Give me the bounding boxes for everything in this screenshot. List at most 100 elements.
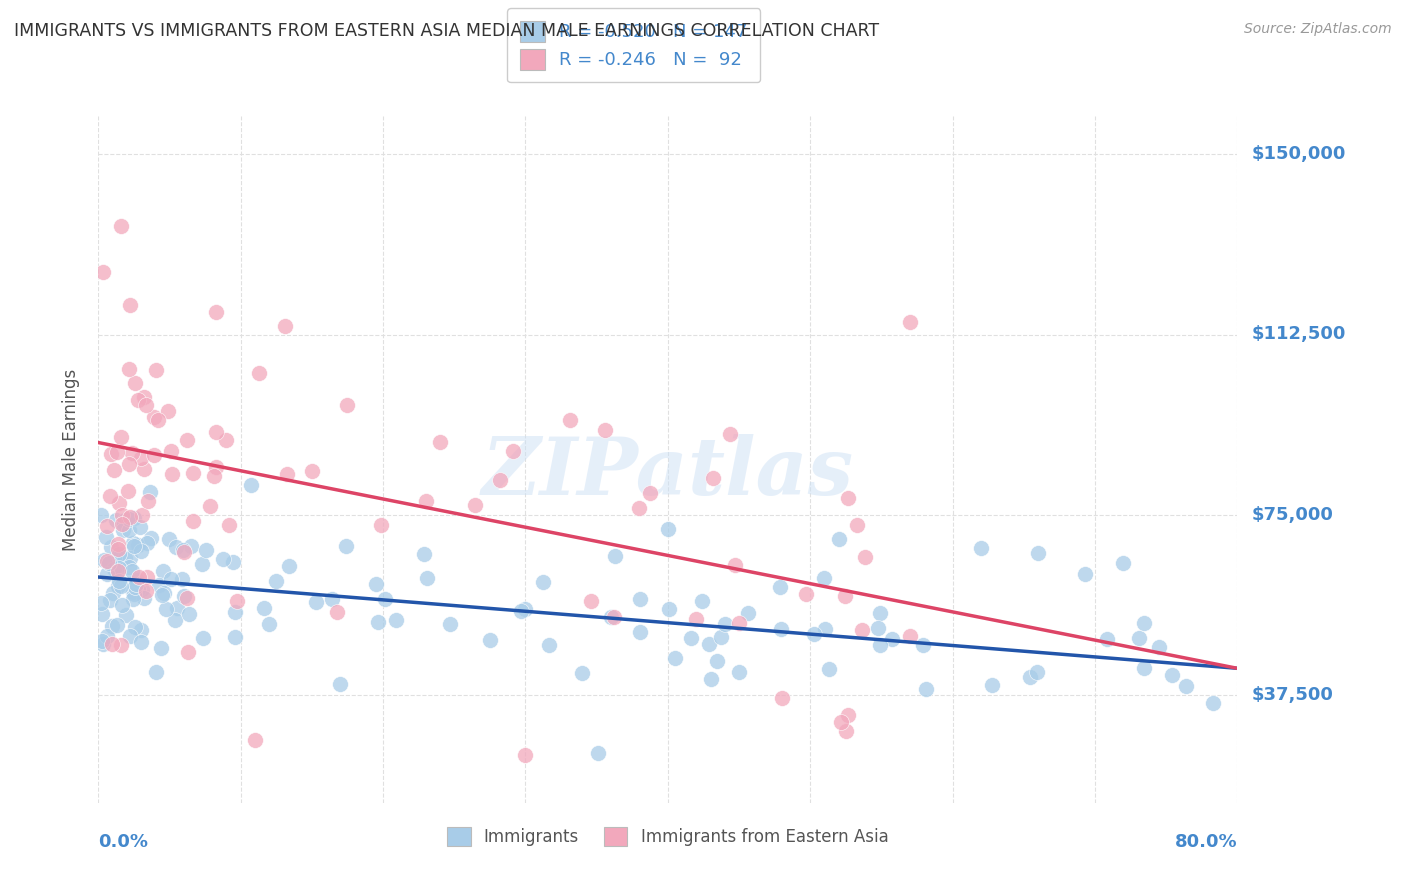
Point xyxy=(1074,566,1097,581)
Point xyxy=(129,451,152,466)
Point xyxy=(1161,668,1184,682)
Point xyxy=(1095,632,1118,646)
Point xyxy=(91,637,114,651)
Point xyxy=(828,532,851,546)
Point xyxy=(176,434,198,448)
Point xyxy=(439,617,461,632)
Point xyxy=(121,564,143,578)
Point xyxy=(180,539,202,553)
Point xyxy=(110,429,132,443)
Point xyxy=(325,605,347,619)
Point xyxy=(132,591,155,605)
Point xyxy=(125,573,148,587)
Point xyxy=(581,594,603,608)
Point xyxy=(531,574,554,589)
Point xyxy=(415,493,437,508)
Point xyxy=(96,530,118,544)
Point xyxy=(142,410,165,425)
Point xyxy=(103,562,125,576)
Point xyxy=(100,540,122,554)
Point xyxy=(204,460,226,475)
Point xyxy=(770,622,793,636)
Point xyxy=(124,587,146,601)
Point xyxy=(224,630,246,644)
Point xyxy=(593,423,616,437)
Point xyxy=(98,593,121,607)
Point xyxy=(166,600,188,615)
Point xyxy=(152,564,174,578)
Point xyxy=(105,618,128,632)
Point xyxy=(489,473,512,487)
Point xyxy=(108,549,131,564)
Point xyxy=(1132,616,1154,631)
Point xyxy=(898,316,921,330)
Point xyxy=(157,404,180,418)
Point xyxy=(100,447,122,461)
Point xyxy=(204,425,226,439)
Legend: Immigrants, Immigrants from Eastern Asia: Immigrants, Immigrants from Eastern Asia xyxy=(440,821,896,853)
Point xyxy=(153,586,176,600)
Point xyxy=(121,585,143,599)
Point xyxy=(794,587,817,601)
Point xyxy=(122,539,145,553)
Point xyxy=(121,536,143,550)
Point xyxy=(813,571,835,585)
Point xyxy=(117,483,139,498)
Point xyxy=(336,398,359,412)
Point xyxy=(139,531,162,545)
Point xyxy=(915,682,938,697)
Point xyxy=(429,435,451,450)
Point xyxy=(770,690,793,705)
Point xyxy=(724,558,747,573)
Point xyxy=(122,511,145,525)
Point xyxy=(170,572,193,586)
Point xyxy=(96,554,118,568)
Point xyxy=(685,611,707,625)
Point xyxy=(159,443,181,458)
Point xyxy=(118,551,141,566)
Point xyxy=(121,446,143,460)
Point xyxy=(200,500,222,514)
Point xyxy=(176,591,198,606)
Point xyxy=(90,508,112,522)
Point xyxy=(131,582,153,596)
Point xyxy=(118,457,141,471)
Point xyxy=(728,615,751,630)
Point xyxy=(129,544,152,558)
Point xyxy=(111,598,134,612)
Point xyxy=(898,628,921,642)
Point xyxy=(664,650,686,665)
Point xyxy=(165,613,187,627)
Point xyxy=(108,495,131,509)
Point xyxy=(837,491,859,505)
Point xyxy=(278,559,301,574)
Point xyxy=(628,500,651,515)
Point xyxy=(118,512,141,526)
Point xyxy=(159,572,181,586)
Point xyxy=(157,532,180,546)
Text: 80.0%: 80.0% xyxy=(1174,833,1237,851)
Point xyxy=(107,579,129,593)
Point xyxy=(510,604,533,618)
Point xyxy=(155,602,177,616)
Point xyxy=(370,518,392,533)
Point xyxy=(706,654,728,668)
Point xyxy=(128,570,150,584)
Point xyxy=(118,361,141,376)
Point xyxy=(129,520,152,534)
Point xyxy=(560,413,582,427)
Point xyxy=(513,602,536,616)
Point xyxy=(713,616,735,631)
Point xyxy=(96,519,118,533)
Point xyxy=(129,624,152,638)
Point xyxy=(412,548,434,562)
Point xyxy=(177,607,200,621)
Point xyxy=(274,318,297,333)
Point xyxy=(108,561,131,575)
Point xyxy=(329,676,352,690)
Point xyxy=(1112,556,1135,570)
Point xyxy=(817,663,839,677)
Point xyxy=(222,555,245,569)
Point xyxy=(1202,696,1225,710)
Point xyxy=(118,298,141,312)
